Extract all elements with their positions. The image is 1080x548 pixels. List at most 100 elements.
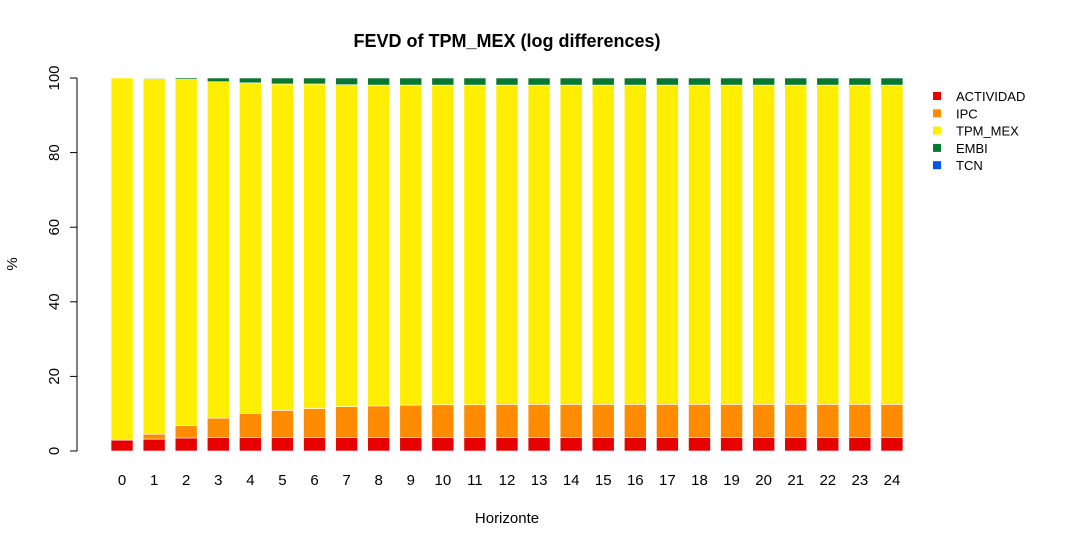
bar-segment-embi-22 xyxy=(816,77,840,86)
bar-segment-ipc-18 xyxy=(688,404,711,438)
x-tick-label: 17 xyxy=(659,472,676,489)
bar-segment-ipc-20 xyxy=(752,404,775,438)
x-tick-label: 22 xyxy=(819,472,836,489)
bar-segment-ipc-19 xyxy=(720,404,743,438)
bar-segment-ipc-12 xyxy=(495,404,519,438)
y-tick-label: 80 xyxy=(46,144,63,161)
bar-segment-actividad-15 xyxy=(591,437,615,452)
bar-segment-tpm-mex-1 xyxy=(142,78,166,435)
x-tick-labels: 0 1 2 3 4 5 6 7 8 9 10 11 12 13 14 15 16 17 18 19 20 21 22 23 24 xyxy=(118,472,900,489)
bar-segment-ipc-13 xyxy=(527,404,551,438)
bar-segment-actividad-10 xyxy=(431,437,455,452)
bar-segment-tpm-mex-22 xyxy=(816,84,840,405)
bar-segment-tpm-mex-8 xyxy=(367,84,390,407)
bar-segment-embi-3 xyxy=(206,77,230,83)
x-tick-label: 5 xyxy=(278,472,286,489)
legend-swatch-actividad xyxy=(933,92,941,100)
bar-segment-embi-13 xyxy=(527,77,551,86)
bar-segment-tpm-mex-24 xyxy=(880,84,904,405)
y-tick-label: 60 xyxy=(46,219,63,236)
bar-segment-ipc-2 xyxy=(174,425,198,439)
bar-segment-ipc-4 xyxy=(239,413,262,438)
bar-segment-ipc-6 xyxy=(303,408,326,438)
bar-segment-tpm-mex-3 xyxy=(206,81,230,419)
bar-segment-ipc-8 xyxy=(367,405,390,438)
bar-segment-tpm-mex-13 xyxy=(527,84,551,405)
x-tick-label: 4 xyxy=(246,472,254,489)
y-axis: 0 20 40 60 80 100 xyxy=(46,65,78,455)
bar-segment-tpm-mex-20 xyxy=(752,84,775,405)
bar-segment-tpm-mex-6 xyxy=(303,83,326,409)
x-tick-label: 19 xyxy=(723,472,740,489)
bar-segment-tpm-mex-0 xyxy=(110,77,134,441)
bar-segment-actividad-12 xyxy=(495,437,519,452)
x-tick-label: 12 xyxy=(499,472,516,489)
x-tick-label: 18 xyxy=(691,472,708,489)
bar-segment-embi-15 xyxy=(591,77,615,86)
legend-label-tcn: TCN xyxy=(956,158,983,173)
legend-label-ipc: IPC xyxy=(956,106,978,121)
x-tick-label: 8 xyxy=(375,472,383,489)
bar-segment-actividad-13 xyxy=(527,437,551,452)
bar-segment-tpm-mex-16 xyxy=(624,84,647,405)
bar-segment-actividad-21 xyxy=(784,437,808,452)
bar-segment-embi-6 xyxy=(303,77,326,85)
legend-label-tpm-mex: TPM_MEX xyxy=(956,124,1019,139)
bar-segment-ipc-1 xyxy=(142,433,166,440)
x-tick-label: 21 xyxy=(787,472,804,489)
bar-segment-actividad-22 xyxy=(816,437,840,452)
bar-segment-embi-14 xyxy=(559,77,583,86)
x-tick-label: 0 xyxy=(118,472,126,489)
bar-segment-tpm-mex-12 xyxy=(495,84,519,405)
y-tick-label: 20 xyxy=(46,368,63,385)
legend-label-actividad: ACTIVIDAD xyxy=(956,89,1025,104)
y-tick-label: 0 xyxy=(46,447,63,455)
bar-segment-embi-11 xyxy=(463,77,487,86)
bar-segment-actividad-17 xyxy=(656,437,679,452)
legend-swatch-embi xyxy=(933,143,941,152)
bar-segment-embi-16 xyxy=(624,77,647,86)
bar-segment-actividad-16 xyxy=(624,437,647,452)
bar-segment-tpm-mex-19 xyxy=(720,84,743,405)
bar-segment-embi-1 xyxy=(142,77,166,80)
bar-segment-embi-23 xyxy=(848,77,872,86)
bar-segment-ipc-10 xyxy=(431,404,455,438)
bar-segment-embi-4 xyxy=(239,77,262,84)
bar-segment-embi-17 xyxy=(656,77,679,86)
bar-segment-embi-19 xyxy=(720,77,743,86)
bar-segment-actividad-6 xyxy=(303,437,326,452)
bar-segment-ipc-24 xyxy=(880,404,904,438)
x-tick-label: 15 xyxy=(595,472,612,489)
bar-segment-actividad-1 xyxy=(142,438,166,452)
legend: ACTIVIDAD IPC TPM_MEX EMBI TCN xyxy=(933,89,1025,173)
bar-segment-actividad-7 xyxy=(335,437,358,452)
x-tick-label: 23 xyxy=(852,472,869,489)
bar-segment-tpm-mex-10 xyxy=(431,84,455,406)
bar-segment-ipc-11 xyxy=(463,404,487,438)
bar-segment-tpm-mex-21 xyxy=(784,84,808,405)
bar-segment-tpm-mex-2 xyxy=(174,79,198,426)
bar-segment-tpm-mex-15 xyxy=(591,84,615,405)
bar-segment-embi-2 xyxy=(174,77,198,80)
bar-segment-tpm-mex-18 xyxy=(688,84,711,405)
bar-segment-embi-8 xyxy=(367,77,390,86)
x-tick-label: 20 xyxy=(755,472,772,489)
bar-segment-embi-21 xyxy=(784,77,808,86)
bar-segment-embi-24 xyxy=(880,77,904,86)
bar-segment-embi-5 xyxy=(271,77,294,85)
bar-segment-ipc-7 xyxy=(335,406,358,438)
bars-group xyxy=(110,77,904,452)
bar-segment-tpm-mex-23 xyxy=(848,84,872,405)
y-axis-label: % xyxy=(4,257,21,270)
y-tick-label: 100 xyxy=(46,65,63,90)
x-tick-label: 9 xyxy=(407,472,415,489)
x-axis-label: Horizonte xyxy=(475,510,539,527)
legend-swatch-tcn xyxy=(933,161,941,170)
bar-segment-tpm-mex-9 xyxy=(399,84,423,406)
bar-segment-embi-18 xyxy=(688,77,711,86)
y-tick-label: 40 xyxy=(46,293,63,310)
bar-segment-tpm-mex-14 xyxy=(559,84,583,405)
x-tick-label: 7 xyxy=(342,472,350,489)
